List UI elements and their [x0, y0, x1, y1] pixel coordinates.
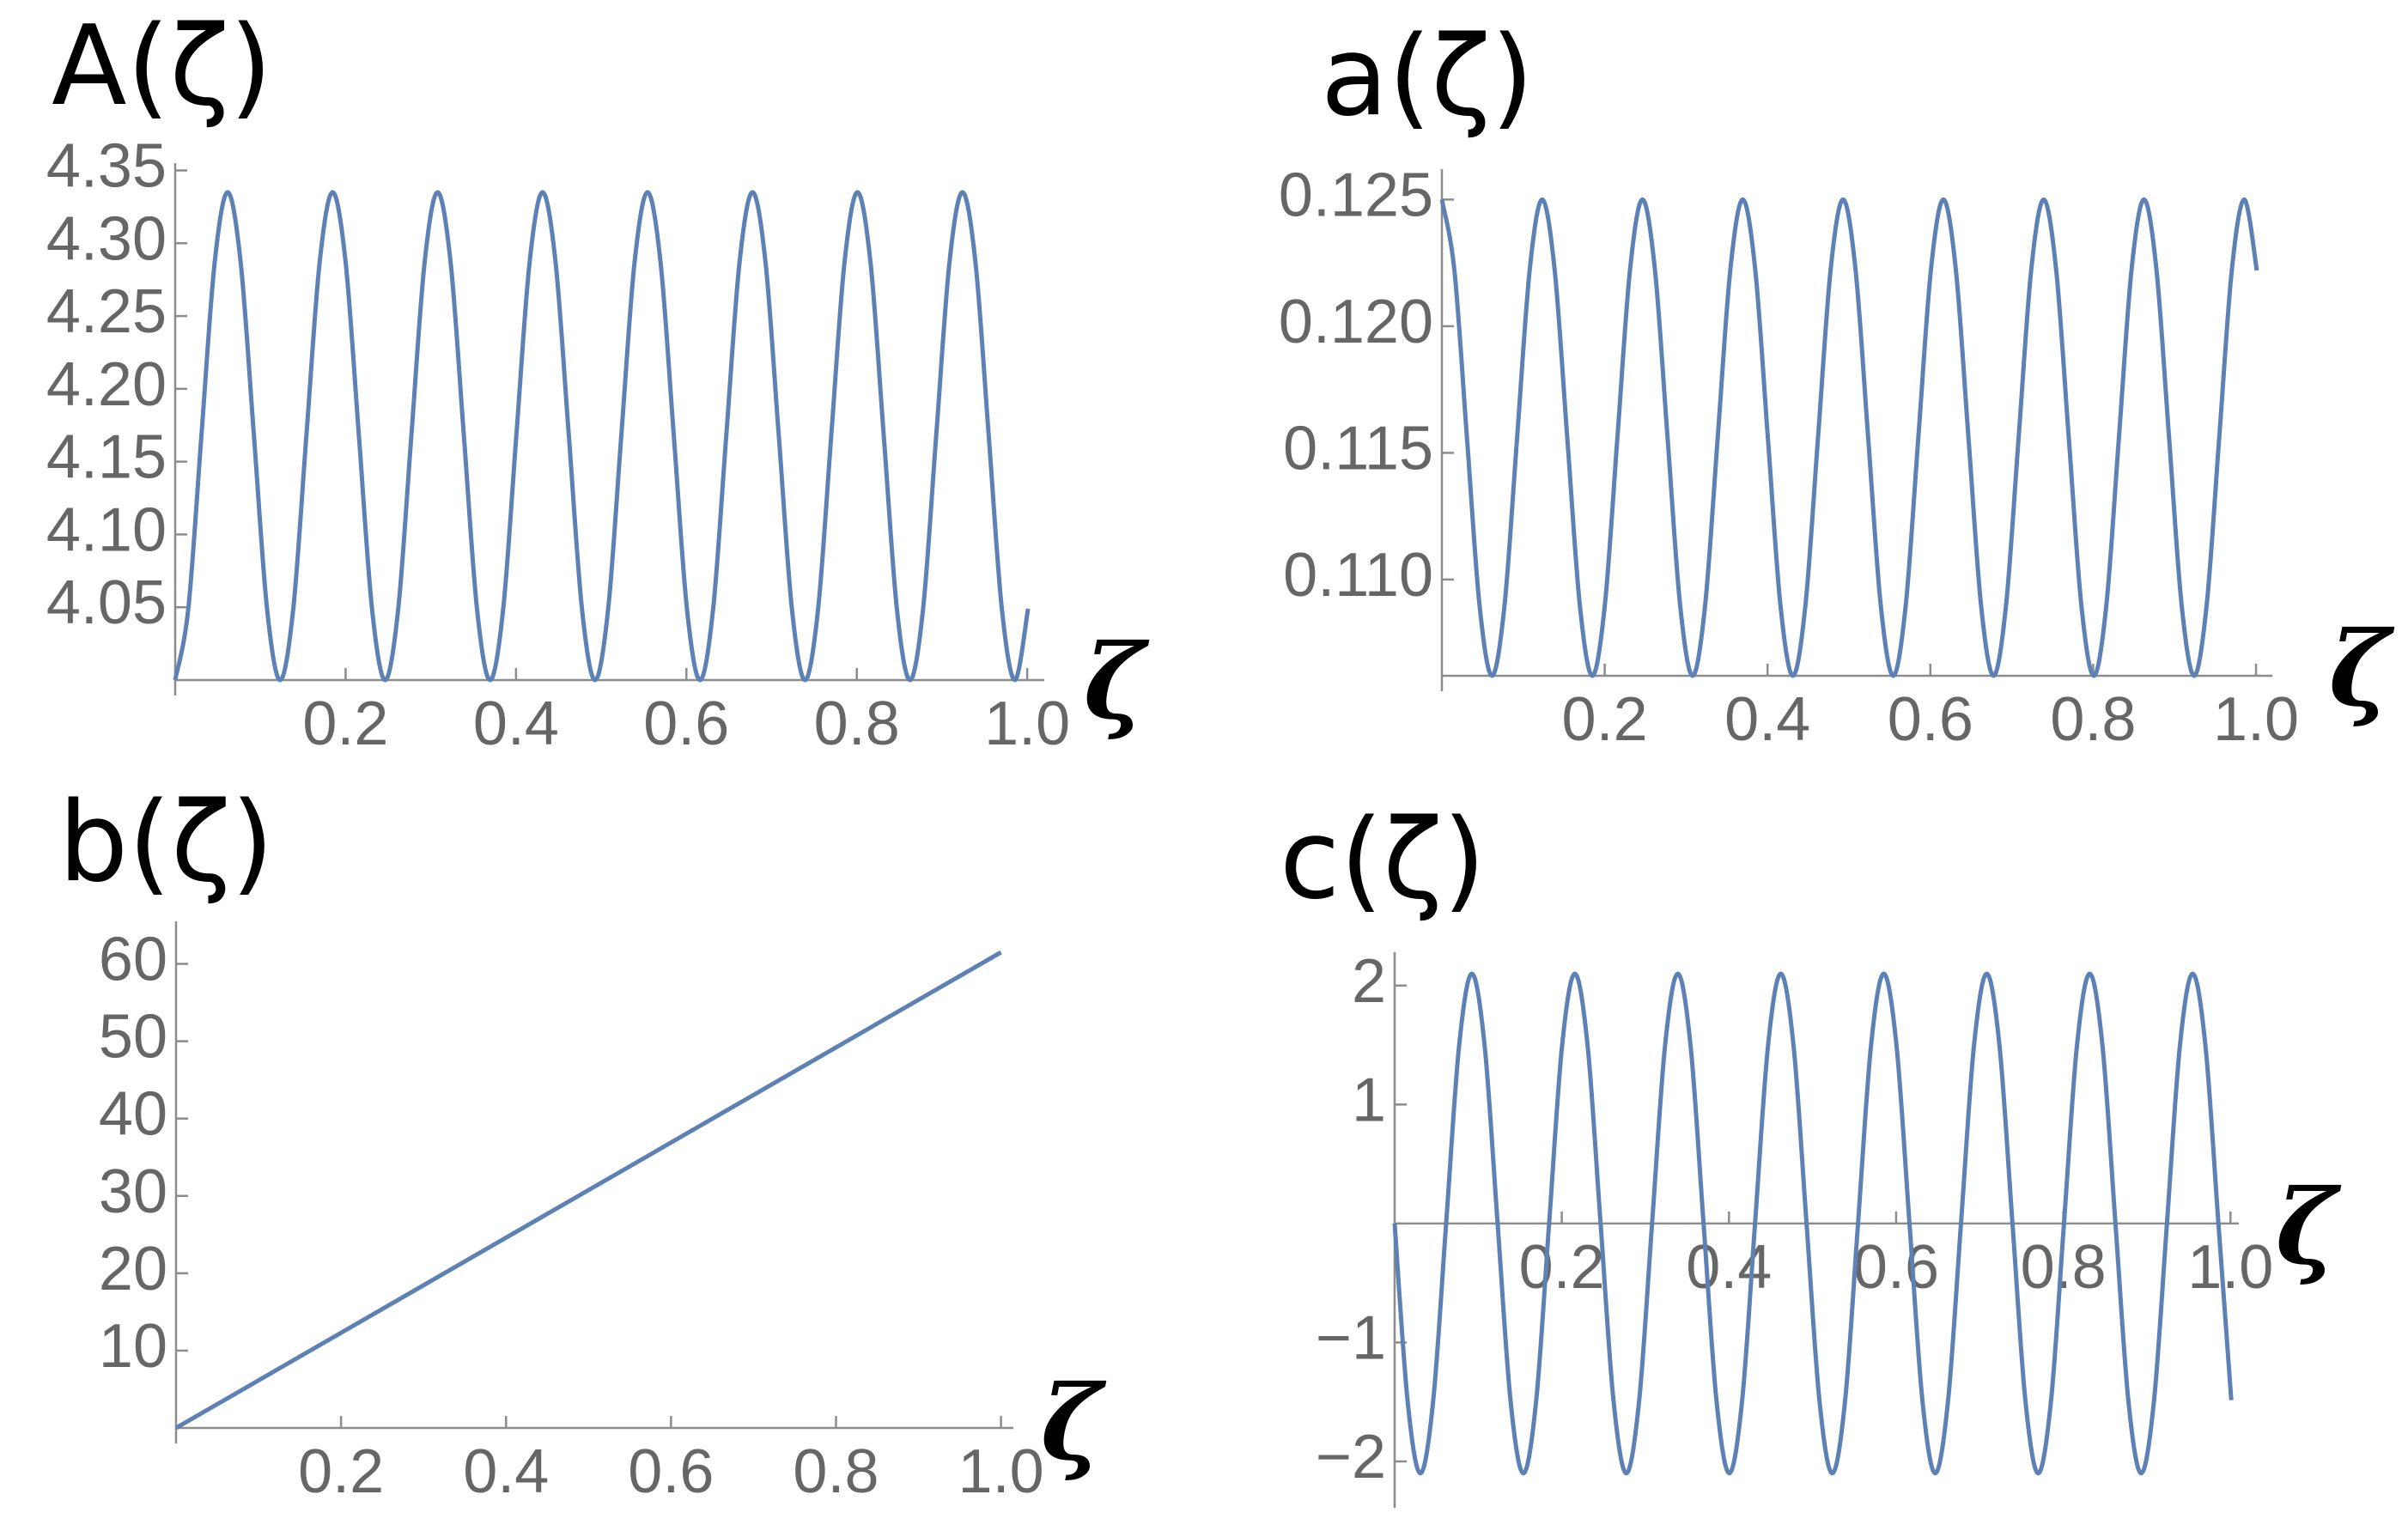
chart-title: b(ζ)	[58, 779, 274, 907]
x-tick-label: 0.2	[302, 690, 388, 758]
y-tick-label: 40	[99, 1080, 167, 1149]
y-tick-label: 4.05	[46, 568, 167, 637]
y-tick-label: 4.15	[46, 423, 167, 492]
chart-title: A(ζ)	[52, 3, 272, 131]
y-tick-label: 4.25	[46, 277, 167, 346]
y-tick-label: 0.125	[1279, 161, 1433, 229]
x-axis-label: ζ	[1041, 1363, 1107, 1484]
y-tick-label: 60	[99, 926, 167, 994]
x-tick-label: 1.0	[984, 690, 1070, 758]
y-tick-label: 50	[99, 1003, 167, 1072]
panel: 0.2 0.4 0.6 0.8 1.0 4.054.104.154.204.254.304…	[46, 3, 1150, 758]
y-tick-label: 4.20	[46, 350, 167, 419]
y-tick-label: 4.35	[46, 131, 167, 200]
x-tick-label: 0.2	[1562, 685, 1648, 754]
data-line	[174, 950, 1002, 1431]
x-tick-label: 0.2	[1519, 1233, 1605, 1302]
data-line	[1439, 197, 2259, 678]
x-tick-label: 0.6	[1853, 1233, 1939, 1302]
x-tick-label: 1.0	[2187, 1233, 2273, 1302]
y-tick-label: −2	[1316, 1423, 1386, 1491]
x-tick-label: 0.8	[2050, 685, 2136, 754]
x-tick-label: 0.8	[793, 1437, 879, 1506]
y-tick-label: 4.30	[46, 204, 167, 273]
x-tick-label: 0.4	[473, 690, 559, 758]
chart-title: c(ζ)	[1280, 796, 1486, 924]
x-tick-label: 0.4	[463, 1437, 549, 1506]
x-axis-label: ζ	[2276, 1167, 2342, 1288]
data-line	[1392, 971, 2234, 1476]
y-tick-label: 10	[99, 1312, 167, 1381]
y-tick-label: −1	[1316, 1303, 1386, 1372]
x-tick-label: 0.4	[1724, 685, 1810, 754]
y-tick-label: 0.115	[1283, 414, 1433, 483]
y-tick-label: 0.110	[1283, 541, 1433, 610]
data-line	[173, 190, 1031, 683]
x-tick-label: 0.6	[628, 1437, 714, 1506]
panel: 0.2 0.4 0.6 0.8 1.0 10 20 30 40 50 60 b(ζ) ζ	[58, 779, 1107, 1506]
chart-title: a(ζ)	[1321, 13, 1534, 141]
x-axis-label: ζ	[1084, 622, 1150, 743]
y-tick-label: 30	[99, 1157, 167, 1226]
x-tick-label: 1.0	[2213, 685, 2299, 754]
panel: 0.2 0.4 0.6 0.8 1.0 0.110 0.115 0.120 0.125 a(ζ) ζ	[1279, 13, 2395, 754]
y-tick-label: 20	[99, 1235, 167, 1303]
x-tick-label: 0.8	[814, 690, 900, 758]
y-tick-label: 2	[1352, 947, 1386, 1016]
x-tick-label: 0.2	[298, 1437, 384, 1506]
y-tick-label: 1	[1352, 1066, 1386, 1134]
y-tick-label: 0.120	[1279, 288, 1433, 356]
x-axis-label: ζ	[2329, 609, 2395, 730]
x-tick-label: 0.6	[1888, 685, 1973, 754]
x-tick-label: 0.4	[1686, 1233, 1772, 1302]
y-tick-label: 4.10	[46, 495, 167, 564]
x-tick-label: 1.0	[958, 1437, 1044, 1506]
x-tick-label: 0.6	[643, 690, 729, 758]
